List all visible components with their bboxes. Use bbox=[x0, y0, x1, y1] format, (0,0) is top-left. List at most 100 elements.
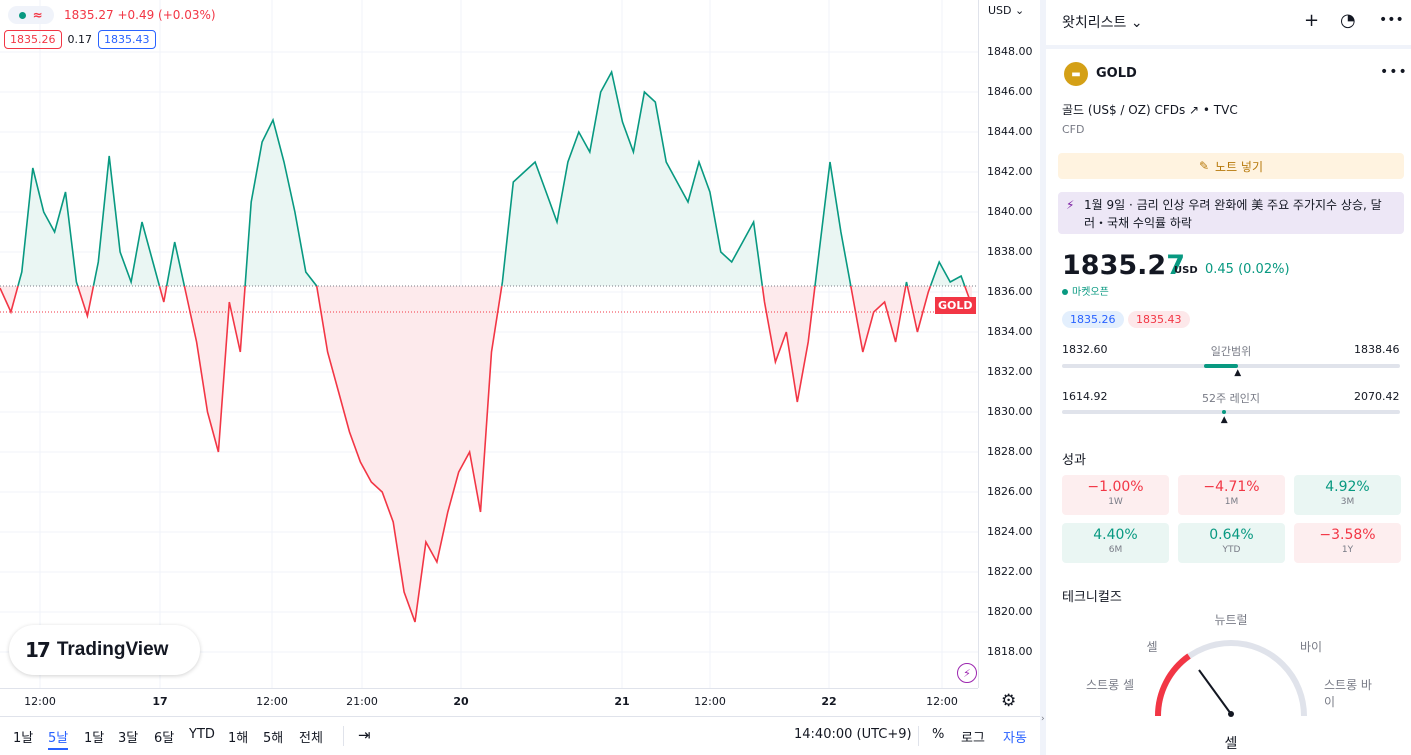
performance-value: −3.58% bbox=[1319, 527, 1376, 543]
technicals-gauge bbox=[1154, 640, 1307, 717]
performance-cell[interactable]: 0.64% YTD bbox=[1178, 523, 1285, 563]
tradingview-logo[interactable]: 17 TradingView bbox=[9, 625, 200, 675]
percent-toggle[interactable]: % bbox=[932, 727, 945, 742]
auto-toggle[interactable]: 자동 bbox=[1003, 731, 1027, 746]
price-tick-label: 1830.00 bbox=[987, 405, 1033, 418]
news-headline[interactable]: ⚡ 1월 9일 · 금리 인상 우려 완화에 美 주요 주가지수 상승, 달러・… bbox=[1058, 192, 1404, 234]
panel-bid: 1835.26 bbox=[1062, 311, 1124, 328]
more-options-icon[interactable]: ••• bbox=[1379, 12, 1404, 28]
watchlist-title[interactable]: 왓치리스트 ⌄ bbox=[1062, 15, 1143, 31]
price-tick-label: 1832.00 bbox=[987, 365, 1033, 378]
day-range-low: 1832.60 bbox=[1062, 343, 1108, 356]
live-indicator[interactable]: ≈ bbox=[8, 6, 54, 24]
gauge-sell: 셀 bbox=[1146, 640, 1158, 654]
log-toggle[interactable]: 로그 bbox=[961, 731, 985, 746]
last-price-main: 1835.2 bbox=[1062, 250, 1167, 281]
symbol-name[interactable]: GOLD bbox=[1096, 66, 1137, 81]
flash-icon[interactable]: ⚡ bbox=[957, 663, 977, 683]
currency-selector[interactable]: USD ⌄ bbox=[988, 4, 1025, 17]
gauge-strong-buy: 스트롱 바이 bbox=[1324, 678, 1372, 709]
performance-value: −1.00% bbox=[1087, 479, 1144, 495]
price-tick-label: 1820.00 bbox=[987, 605, 1033, 618]
bid-price[interactable]: 1835.26 bbox=[4, 30, 62, 49]
range-button[interactable]: 5날 bbox=[48, 727, 69, 750]
area-fill-down bbox=[0, 286, 972, 622]
range-button[interactable]: 5해 bbox=[263, 731, 284, 746]
last-price-tail: 7 bbox=[1166, 250, 1185, 281]
add-symbol-icon[interactable]: + bbox=[1304, 10, 1320, 31]
time-tick-label: 12:00 bbox=[694, 695, 726, 708]
chart-legend: ≈ 1835.27 +0.49 (+0.03%) bbox=[8, 6, 216, 24]
gauge-needle bbox=[1198, 669, 1232, 715]
day-range-label: 일간범위 bbox=[1210, 345, 1252, 358]
time-axis[interactable]: 12:00 17 12:00 21:00 20 21 12:00 22 12:00 bbox=[0, 688, 978, 715]
price-chart[interactable] bbox=[0, 0, 978, 688]
performance-cell[interactable]: 4.92% 3M bbox=[1294, 475, 1401, 515]
range-button[interactable]: 6달 bbox=[154, 731, 175, 746]
price-tick-label: 1834.00 bbox=[987, 325, 1033, 338]
range-button[interactable]: 3달 bbox=[118, 731, 139, 746]
week52-range-fill bbox=[1222, 410, 1227, 414]
time-tick-label: 12:00 bbox=[24, 695, 56, 708]
price-tick-label: 1828.00 bbox=[987, 445, 1033, 458]
tv-mark-icon: 17 bbox=[25, 638, 51, 662]
price-tick-label: 1846.00 bbox=[987, 85, 1033, 98]
time-tick-label: 20 bbox=[453, 695, 469, 708]
performance-period: 1M bbox=[1224, 497, 1239, 507]
performance-cell[interactable]: −1.00% 1W bbox=[1062, 475, 1169, 515]
panel-ask: 1835.43 bbox=[1128, 311, 1190, 328]
divider bbox=[343, 726, 344, 746]
price-tick-label: 1836.00 bbox=[987, 285, 1033, 298]
week52-range-marker-icon: ▲ bbox=[1220, 415, 1228, 425]
range-button[interactable]: 1달 bbox=[84, 731, 105, 746]
watchlist-panel: 왓치리스트 ⌄ + ◔ ••• ▬ GOLD ••• 골드 (US$ / OZ)… bbox=[1046, 0, 1411, 755]
settings-gear-icon[interactable]: ⚙ bbox=[1001, 691, 1017, 711]
week52-range-low: 1614.92 bbox=[1062, 390, 1108, 403]
add-note-label: 노트 넣기 bbox=[1215, 159, 1264, 174]
range-button[interactable]: 1날 bbox=[13, 731, 34, 746]
divider bbox=[918, 726, 919, 746]
wave-icon: ≈ bbox=[32, 8, 43, 22]
symbol-more-icon[interactable]: ••• bbox=[1380, 64, 1408, 80]
symbol-type: CFD bbox=[1062, 123, 1085, 136]
week52-range-label: 52주 레인지 bbox=[1202, 392, 1260, 405]
day-range-high: 1838.46 bbox=[1354, 343, 1400, 356]
range-button[interactable]: 1해 bbox=[228, 731, 249, 746]
time-tick-label: 12:00 bbox=[256, 695, 288, 708]
week52-range-high: 2070.42 bbox=[1354, 390, 1400, 403]
performance-cell[interactable]: −4.71% 1M bbox=[1178, 475, 1285, 515]
price-tick-label: 1842.00 bbox=[987, 165, 1033, 178]
performance-cell[interactable]: 4.40% 6M bbox=[1062, 523, 1169, 563]
price-tick-label: 1824.00 bbox=[987, 525, 1033, 538]
panel-separator bbox=[1046, 45, 1411, 49]
flash-news-icon: ⚡ bbox=[1066, 198, 1075, 212]
gauge-neutral: 뉴트럴 bbox=[1214, 613, 1248, 627]
time-tick-label: 21:00 bbox=[346, 695, 378, 708]
day-range-fill bbox=[1203, 364, 1238, 368]
symbol-description[interactable]: 골드 (US$ / OZ) CFDs ↗ • TVC bbox=[1062, 103, 1238, 117]
performance-period: 1W bbox=[1108, 497, 1123, 507]
date-range-icon[interactable]: ⇥ bbox=[358, 726, 371, 744]
range-button[interactable]: 전체 bbox=[299, 731, 323, 746]
clock-time[interactable]: 14:40:00 (UTC+9) bbox=[794, 727, 912, 742]
price-axis[interactable]: 1848.00 1846.00 1844.00 1842.00 1840.00 1838.… bbox=[978, 0, 1044, 688]
panel-divider[interactable] bbox=[1040, 0, 1046, 755]
performance-title: 성과 bbox=[1062, 453, 1086, 468]
performance-period: 3M bbox=[1340, 497, 1355, 507]
add-note-button[interactable]: ✎ 노트 넣기 bbox=[1058, 153, 1404, 179]
collapse-arrow-icon[interactable]: › bbox=[1041, 714, 1045, 724]
advanced-view-icon[interactable]: ◔ bbox=[1340, 10, 1356, 31]
status-dot-icon bbox=[1062, 289, 1068, 295]
performance-value: −4.71% bbox=[1203, 479, 1260, 495]
technicals-title[interactable]: 테크니컬즈 bbox=[1062, 590, 1122, 605]
price-tick-label: 1818.00 bbox=[987, 645, 1033, 658]
gauge-strong-sell: 스트롱 셀 bbox=[1086, 678, 1134, 692]
day-range-marker-icon: ▲ bbox=[1234, 368, 1242, 378]
ask-price[interactable]: 1835.43 bbox=[98, 30, 156, 49]
performance-period: 1Y bbox=[1341, 545, 1354, 555]
chart-pane[interactable]: ≈ 1835.27 +0.49 (+0.03%) 1835.26 0.17 18… bbox=[0, 0, 978, 688]
range-button[interactable]: YTD bbox=[189, 727, 215, 742]
price-change: 0.45 (0.02%) bbox=[1205, 262, 1290, 277]
edit-icon: ✎ bbox=[1198, 159, 1210, 173]
performance-cell[interactable]: −3.58% 1Y bbox=[1294, 523, 1401, 563]
